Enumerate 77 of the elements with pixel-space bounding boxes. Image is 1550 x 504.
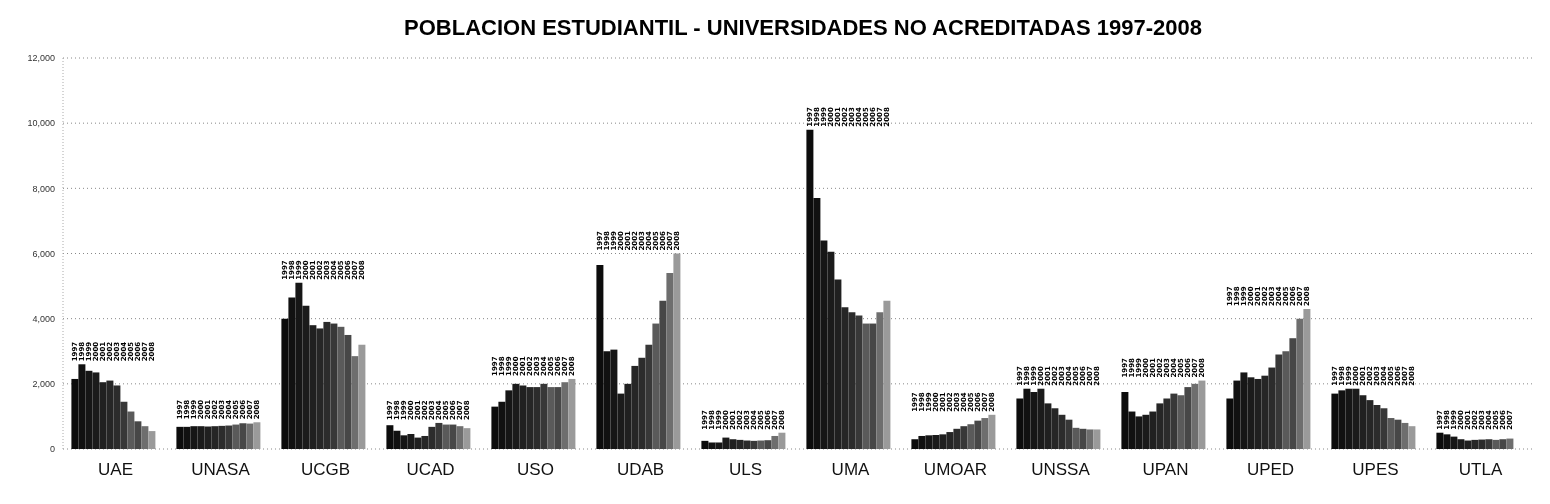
bar	[981, 418, 989, 449]
bar	[876, 312, 884, 449]
bar	[358, 344, 366, 449]
bar	[974, 420, 982, 449]
bar	[1394, 419, 1402, 449]
bar	[666, 273, 674, 449]
bar	[561, 382, 569, 449]
x-tick-label: UNASA	[191, 460, 251, 480]
bar	[659, 300, 667, 449]
bar	[673, 253, 681, 449]
x-tick-label: UCAD	[406, 460, 455, 480]
bar	[127, 411, 135, 449]
bar	[1506, 438, 1514, 449]
bar	[869, 323, 877, 449]
bar	[1079, 428, 1087, 449]
bar	[1289, 338, 1297, 449]
y-tick-label: 8,000	[32, 183, 55, 194]
x-tick-label: UPES	[1352, 460, 1399, 480]
x-tick-label: UNSSA	[1031, 460, 1091, 480]
x-tick-label: UDAB	[616, 460, 665, 480]
bar	[988, 414, 996, 449]
bar	[344, 334, 352, 449]
bar	[568, 378, 576, 449]
bar	[554, 387, 562, 449]
bar	[547, 387, 555, 449]
x-tick-label: UTLA	[1458, 460, 1503, 480]
bar	[1093, 429, 1101, 449]
x-tick-label: UMOAR	[923, 460, 988, 480]
bar	[351, 356, 359, 449]
bar	[1177, 395, 1185, 449]
bar	[1408, 426, 1416, 449]
x-tick-label: UMA	[831, 460, 871, 480]
bar	[449, 424, 457, 449]
bar	[771, 435, 779, 449]
bar	[1191, 383, 1199, 449]
bar	[1072, 427, 1080, 449]
bar	[1401, 422, 1409, 449]
bar	[652, 323, 660, 449]
y-tick-label: 2,000	[32, 379, 55, 390]
bar	[134, 421, 142, 449]
bar	[764, 440, 772, 449]
bar	[1303, 308, 1311, 449]
y-tick-label: 10,000	[27, 118, 55, 129]
bar	[757, 440, 765, 449]
x-tick-label: ULS	[728, 460, 763, 480]
bar	[778, 432, 786, 449]
bar	[246, 423, 254, 449]
bar	[1499, 439, 1507, 449]
bar	[141, 426, 149, 449]
bar	[148, 431, 156, 449]
bar	[883, 300, 891, 449]
x-tick-label: UCGB	[300, 460, 351, 480]
bar	[337, 326, 345, 449]
bar	[1296, 318, 1304, 449]
bar	[1198, 380, 1206, 449]
bar	[442, 424, 450, 449]
bar	[253, 422, 261, 449]
bar	[232, 424, 240, 449]
y-tick-label: 0	[49, 444, 55, 455]
bar	[456, 426, 464, 449]
bar	[1492, 439, 1500, 449]
y-tick-label: 6,000	[32, 248, 55, 259]
bar	[1387, 418, 1395, 449]
bar	[1184, 387, 1192, 449]
x-tick-label: UPAN	[1142, 460, 1189, 480]
bar	[239, 423, 247, 449]
chart-title: POBLACION ESTUDIANTIL - UNIVERSIDADES NO ACREDITADAS 1997-2008	[403, 14, 1203, 42]
x-tick-label: UPED	[1246, 460, 1295, 480]
bar	[967, 424, 975, 449]
x-tick-label: UAE	[98, 460, 133, 480]
x-tick-label: USO	[517, 460, 554, 480]
y-tick-label: 4,000	[32, 313, 55, 324]
y-tick-label: 12,000	[27, 53, 55, 64]
bar	[463, 428, 471, 449]
bar	[1086, 429, 1094, 449]
bar	[862, 323, 870, 449]
bar	[1282, 351, 1290, 449]
